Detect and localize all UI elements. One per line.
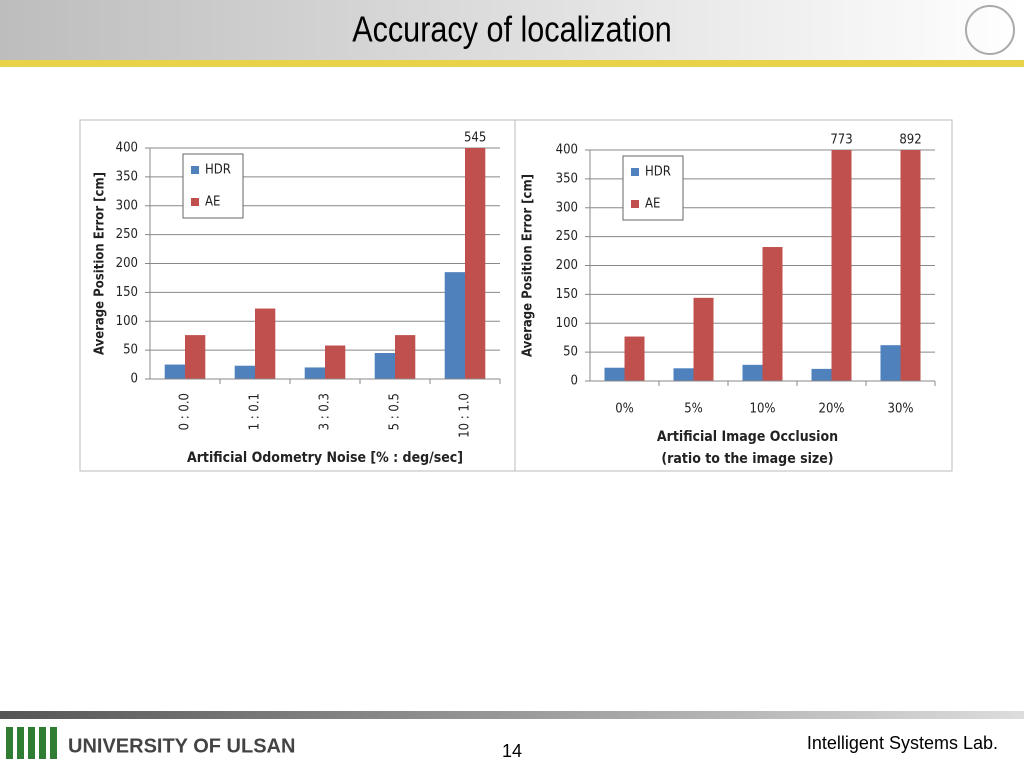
bar — [164, 364, 185, 379]
y-tick-label: 250 — [556, 229, 578, 244]
y-tick-label: 300 — [116, 198, 138, 213]
y-tick-label: 50 — [563, 345, 578, 360]
bars — [164, 148, 486, 379]
x-tick-label: 5% — [684, 402, 703, 417]
footer-band — [0, 711, 1024, 719]
legend-box — [182, 153, 244, 219]
y-axis-label: Average Position Error [cm] — [521, 174, 536, 357]
bar — [465, 148, 486, 379]
data-label: 545 — [464, 131, 486, 146]
bar — [374, 353, 395, 379]
logo-mark — [6, 727, 57, 759]
bar — [604, 367, 625, 381]
y-tick-label: 150 — [116, 285, 138, 300]
x-tick-label: 3 : 0.3 — [318, 393, 333, 430]
bar — [255, 308, 276, 379]
bar — [880, 345, 901, 381]
x-tick-label: 20% — [819, 402, 845, 417]
legend-label: AE — [645, 197, 660, 212]
legend-swatch — [631, 168, 639, 176]
legend-label: HDR — [645, 165, 671, 180]
y-tick-label: 100 — [556, 316, 578, 331]
x-tick-label: 1 : 0.1 — [248, 393, 263, 430]
bar — [304, 367, 325, 379]
y-axis-label: Average Position Error [cm] — [93, 172, 108, 355]
y-tick-label: 200 — [116, 256, 138, 271]
bar — [185, 335, 206, 379]
y-tick-label: 400 — [116, 141, 138, 156]
logo-text: UNIVERSITY OF ULSAN — [68, 735, 295, 757]
y-tick-label: 350 — [556, 171, 578, 186]
x-tick-label: 10 : 1.0 — [458, 393, 473, 438]
y-tick-label: 300 — [556, 200, 578, 215]
x-axis-label: Artificial Image Occlusion — [657, 429, 838, 445]
legend-swatch — [631, 200, 639, 208]
bar — [762, 247, 783, 381]
bar — [900, 150, 921, 381]
data-label: 773 — [830, 133, 852, 148]
lab-name: Intelligent Systems Lab. — [807, 733, 998, 753]
legend-box — [622, 155, 684, 221]
bar — [831, 150, 852, 381]
legend-swatch — [191, 166, 199, 174]
legend-swatch — [191, 198, 199, 206]
x-tick-label: 30% — [888, 402, 914, 417]
x-axis-label: (ratio to the image size) — [661, 451, 833, 467]
slide-title: Accuracy of localization — [352, 10, 672, 50]
bar — [624, 336, 645, 381]
bar — [444, 272, 465, 379]
x-tick-label: 0% — [615, 402, 634, 417]
bar — [234, 365, 255, 379]
y-tick-label: 0 — [131, 372, 138, 387]
y-tick-label: 0 — [571, 374, 578, 389]
y-tick-label: 250 — [116, 227, 138, 242]
header-rule — [0, 60, 1024, 67]
bar — [673, 368, 694, 381]
x-tick-label: 5 : 0.5 — [388, 393, 403, 430]
x-tick-label: 0 : 0.0 — [178, 393, 193, 430]
emblem — [965, 5, 1015, 55]
y-tick-label: 350 — [116, 169, 138, 184]
y-tick-label: 200 — [556, 258, 578, 273]
bar — [395, 335, 416, 379]
bar — [693, 297, 714, 381]
y-tick-label: 100 — [116, 314, 138, 329]
bar — [742, 364, 763, 381]
legend-label: AE — [205, 195, 220, 210]
y-tick-label: 50 — [123, 343, 138, 358]
bar — [811, 368, 832, 381]
y-tick-label: 150 — [556, 287, 578, 302]
x-tick-label: 10% — [750, 402, 776, 417]
legend-label: HDR — [205, 163, 231, 178]
page-number: 14 — [502, 741, 522, 761]
data-label: 892 — [899, 133, 921, 148]
header-band — [0, 0, 1024, 60]
bar — [325, 345, 346, 379]
x-axis-label: Artificial Odometry Noise [% : deg/sec] — [187, 450, 463, 466]
bars — [604, 150, 921, 381]
y-tick-label: 400 — [556, 143, 578, 158]
